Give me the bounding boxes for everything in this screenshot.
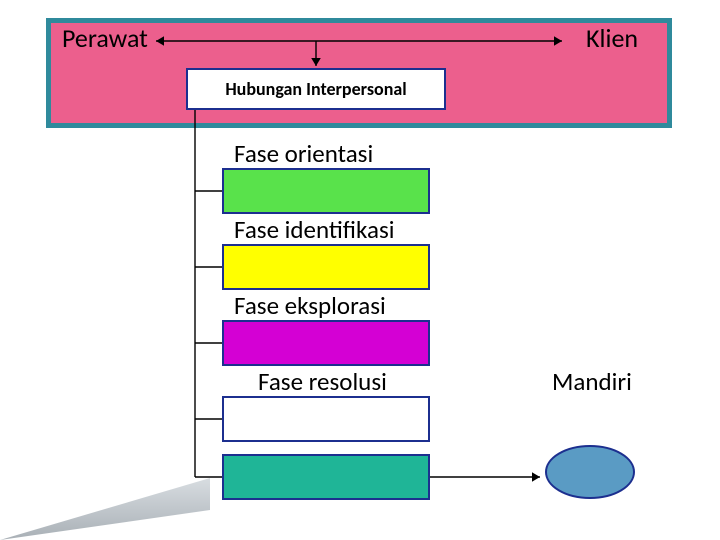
bottom-box xyxy=(222,454,430,500)
interpersonal-label: Hubungan Interpersonal xyxy=(225,78,406,100)
header-left-label: Perawat xyxy=(62,22,148,54)
phase-box-3 xyxy=(222,396,430,442)
phase-label-2: Fase eksplorasi xyxy=(234,290,386,321)
phase-label-3: Fase resolusi xyxy=(258,366,387,397)
phase-label-0: Fase orientasi xyxy=(234,138,373,169)
header-right-label: Klien xyxy=(586,22,638,54)
interpersonal-box: Hubungan Interpersonal xyxy=(186,68,446,110)
result-ellipse xyxy=(546,446,634,498)
phase-box-1 xyxy=(222,244,430,290)
mandiri-label: Mandiri xyxy=(552,366,632,397)
diagram-stage: Perawat Klien Hubungan Interpersonal Fas… xyxy=(0,0,720,540)
phase-box-0 xyxy=(222,168,430,214)
phase-box-2 xyxy=(222,320,430,366)
phase-label-1: Fase identifikasi xyxy=(234,214,394,245)
